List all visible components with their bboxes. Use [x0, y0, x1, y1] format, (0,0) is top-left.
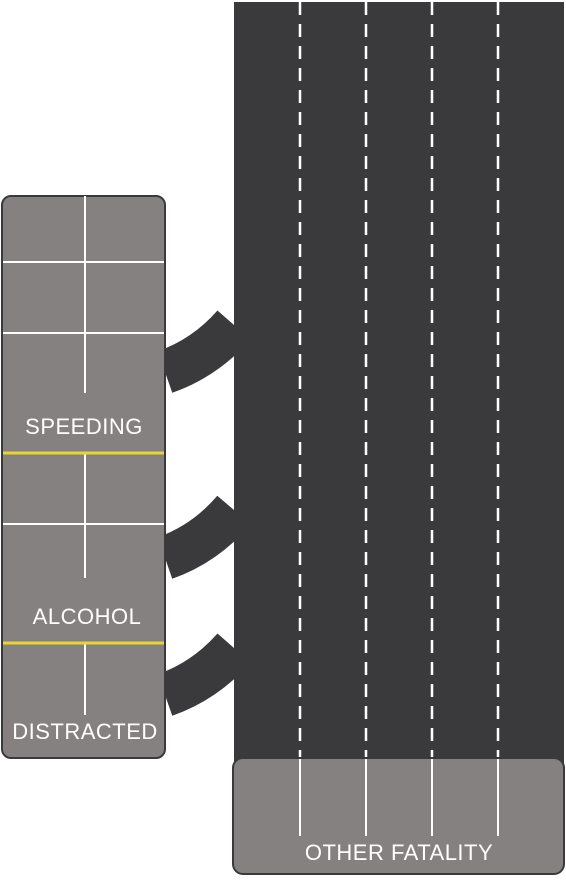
factor-block: [1, 195, 166, 759]
alcohol-ramp: [157, 495, 251, 579]
other-fatality-lines: [299, 759, 499, 836]
speeding-label: SPEEDING: [25, 414, 143, 439]
other-fatality-label: OTHER FATALITY: [304, 840, 494, 865]
other-fatality-block: [232, 757, 565, 875]
distracted-label: DISTRACTED: [12, 719, 158, 744]
speeding-ramp: [157, 310, 251, 393]
main-road: [234, 2, 564, 802]
distracted-ramp: [157, 633, 251, 716]
lane-markings: [298, 2, 500, 760]
alcohol-label: ALCOHOL: [32, 604, 142, 629]
factor-grid: [3, 196, 164, 715]
